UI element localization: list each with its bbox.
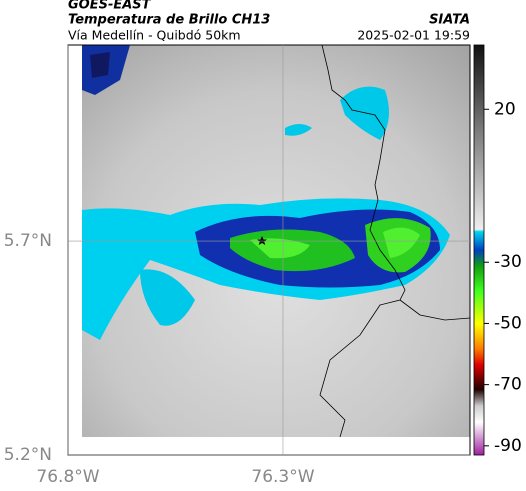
colorbar-tick-label: 20 — [494, 99, 516, 119]
agency: SIATA — [429, 13, 470, 28]
route: Vía Medellín - Quibdó 50km — [68, 28, 241, 43]
imagery — [68, 45, 470, 455]
borders — [319, 44, 471, 438]
x-tick-label: 76.8°W — [36, 467, 99, 487]
product: Temperatura de Brillo CH13 — [68, 13, 270, 28]
source: GOES-EAST — [68, 0, 152, 13]
colorbar-tick-label: -30 — [494, 252, 522, 272]
y-tick-label: 5.7°N — [4, 231, 52, 251]
colorbar-tick-label: -90 — [494, 436, 522, 456]
location-marker — [257, 236, 267, 245]
x-tick-label: 76.3°W — [251, 467, 314, 487]
colorbar-tick-label: -50 — [494, 313, 522, 333]
colorbar-tick-label: -70 — [494, 375, 522, 395]
y-tick-label: 5.2°N — [4, 445, 52, 465]
colorbar — [473, 44, 485, 456]
timestamp: 2025-02-01 19:59 — [357, 28, 470, 43]
